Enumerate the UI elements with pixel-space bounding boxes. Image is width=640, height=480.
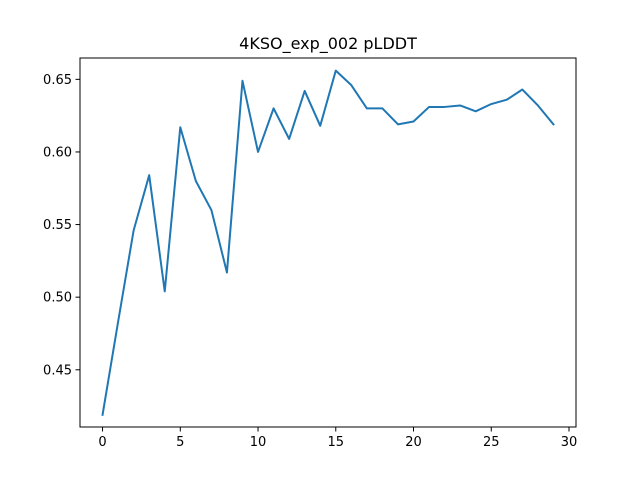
x-tick-label: 10 [250, 435, 267, 450]
plot-area [101, 69, 555, 416]
axes: 0 5 10 15 20 25 30 0.45 0.50 0.55 0.60 0.65 [43, 57, 578, 450]
y-tick-label: 0.60 [43, 145, 72, 160]
y-tick-label: 0.55 [43, 218, 72, 233]
y-tick-label: 0.45 [43, 363, 72, 378]
x-tick-label: 30 [561, 435, 578, 450]
axes-frame [79, 57, 577, 428]
y-tick-label: 0.50 [43, 291, 72, 306]
y-tick-label: 0.65 [43, 73, 72, 88]
series-line-0 [101, 69, 555, 416]
chart-title: 4KSO_exp_002 pLDDT [239, 34, 417, 54]
x-tick-label: 15 [328, 435, 345, 450]
x-tick-label: 25 [483, 435, 500, 450]
x-tick-label: 5 [176, 435, 184, 450]
x-tick-label: 20 [405, 435, 422, 450]
x-tick-label: 0 [98, 435, 106, 450]
